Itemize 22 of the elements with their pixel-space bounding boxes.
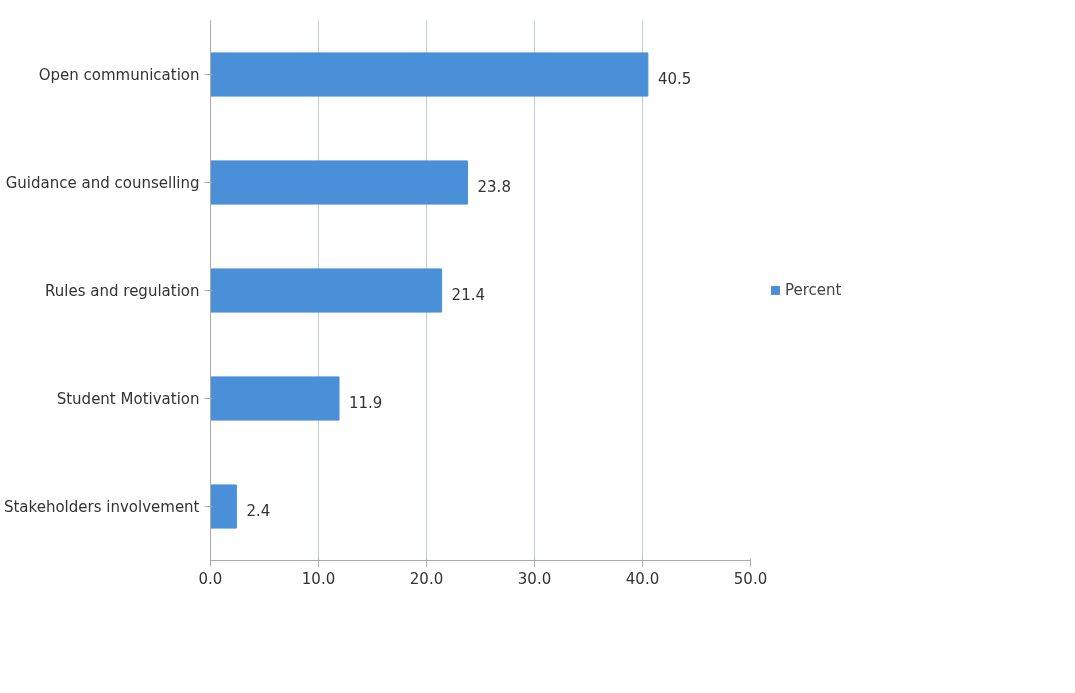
bar <box>210 160 469 205</box>
y-tick-label: Stakeholders involvement <box>3 497 200 516</box>
bar <box>210 376 340 421</box>
bar <box>210 484 237 529</box>
x-tick-label: 20.0 <box>409 569 444 588</box>
y-tick-label: Student Motivation <box>56 389 200 408</box>
data-label: 23.8 <box>477 177 511 196</box>
legend-label: Percent <box>785 281 842 299</box>
data-label: 11.9 <box>349 393 383 412</box>
data-label: 40.5 <box>657 69 692 88</box>
x-tick-label: 30.0 <box>517 569 552 588</box>
y-tick-label: Rules and regulation <box>45 281 200 300</box>
x-tick-label: 50.0 <box>733 569 768 588</box>
bar <box>210 268 443 313</box>
x-tick-label: 10.0 <box>301 569 336 588</box>
x-tick-label: 0.0 <box>198 569 223 588</box>
x-tick-label: 40.0 <box>625 569 660 588</box>
data-label: 2.4 <box>246 501 271 520</box>
data-label: 21.4 <box>451 285 486 304</box>
bar <box>210 52 649 97</box>
y-tick-label: Guidance and counselling <box>5 173 200 192</box>
y-tick-label: Open communication <box>38 65 200 84</box>
